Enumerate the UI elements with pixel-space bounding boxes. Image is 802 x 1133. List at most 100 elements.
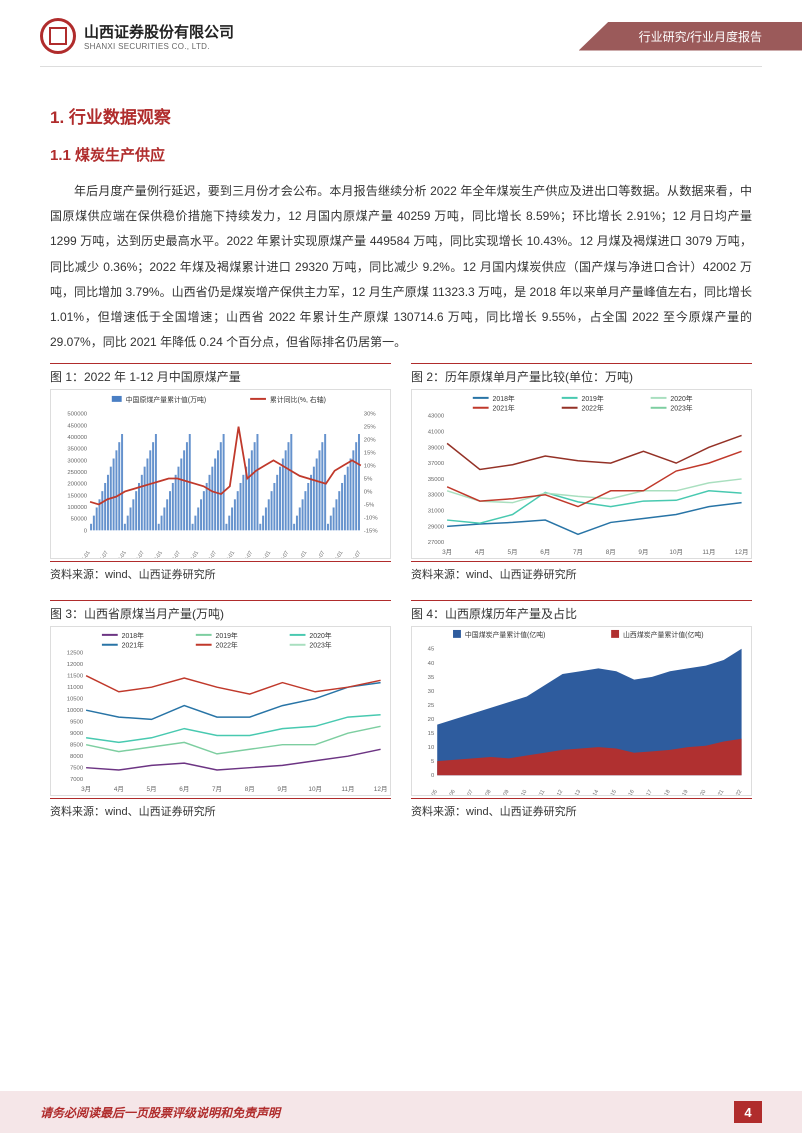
- svg-text:-5%: -5%: [364, 503, 375, 509]
- page-number: 4: [734, 1101, 762, 1123]
- chart-3-title: 图 3：山西省原煤当月产量(万吨): [50, 600, 391, 622]
- svg-text:2008: 2008: [481, 789, 492, 795]
- svg-text:37000: 37000: [428, 461, 445, 467]
- chart-4-source: 资料来源：wind、山西证券研究所: [411, 798, 752, 819]
- svg-text:2005: 2005: [428, 789, 439, 795]
- svg-text:43000: 43000: [428, 414, 445, 420]
- svg-text:2007: 2007: [464, 789, 475, 795]
- svg-text:30: 30: [428, 689, 435, 695]
- svg-text:2020-07: 2020-07: [275, 550, 290, 558]
- svg-text:11月: 11月: [341, 785, 354, 793]
- svg-text:8月: 8月: [245, 785, 255, 793]
- svg-text:10: 10: [428, 745, 435, 751]
- svg-text:8月: 8月: [606, 548, 616, 556]
- svg-text:5: 5: [431, 759, 435, 765]
- svg-text:2023年: 2023年: [670, 404, 692, 413]
- svg-text:2019-07: 2019-07: [239, 550, 254, 558]
- svg-text:0: 0: [84, 529, 88, 535]
- svg-text:2021年: 2021年: [493, 404, 515, 413]
- svg-text:2021-07: 2021-07: [311, 550, 326, 558]
- svg-text:20%: 20%: [364, 438, 377, 444]
- svg-text:3月: 3月: [81, 785, 91, 793]
- svg-text:累计同比(%, 右轴): 累计同比(%, 右轴): [270, 395, 326, 404]
- svg-text:35: 35: [428, 675, 435, 681]
- svg-text:11500: 11500: [67, 674, 84, 680]
- svg-text:中国煤炭产量累计值(亿吨): 中国煤炭产量累计值(亿吨): [465, 630, 546, 639]
- page-header: 山西证券股份有限公司 SHANXI SECURITIES CO., LTD. 行…: [0, 0, 802, 62]
- svg-text:7000: 7000: [70, 777, 84, 783]
- svg-text:2020年: 2020年: [309, 631, 331, 640]
- svg-text:400000: 400000: [67, 435, 87, 441]
- section-heading-1: 1. 行业数据观察: [50, 103, 752, 128]
- svg-text:9月: 9月: [638, 548, 648, 556]
- svg-text:2019年: 2019年: [582, 394, 604, 403]
- svg-text:2020-01: 2020-01: [257, 550, 272, 558]
- svg-text:2020年: 2020年: [670, 394, 692, 403]
- svg-text:10500: 10500: [67, 697, 84, 703]
- svg-text:2020: 2020: [696, 789, 707, 795]
- svg-text:100000: 100000: [67, 505, 87, 511]
- svg-text:250000: 250000: [67, 470, 87, 476]
- svg-text:40: 40: [428, 661, 435, 667]
- svg-text:500000: 500000: [67, 412, 87, 418]
- svg-text:30%: 30%: [364, 412, 377, 418]
- chart-4-title: 图 4：山西原煤历年产量及占比: [411, 600, 752, 622]
- svg-text:9000: 9000: [70, 731, 84, 737]
- svg-text:0: 0: [431, 774, 435, 780]
- chart-1-source: 资料来源：wind、山西证券研究所: [50, 561, 391, 582]
- svg-text:10%: 10%: [364, 464, 377, 470]
- svg-text:8000: 8000: [70, 754, 84, 760]
- svg-text:9月: 9月: [277, 785, 287, 793]
- svg-text:39000: 39000: [428, 446, 445, 452]
- svg-text:12月: 12月: [374, 785, 388, 793]
- report-type-label: 行业研究/行业月度报告: [579, 22, 802, 51]
- svg-text:2019-01: 2019-01: [221, 550, 236, 558]
- svg-text:12月: 12月: [735, 548, 749, 556]
- svg-text:27000: 27000: [428, 540, 445, 546]
- svg-text:2022年: 2022年: [216, 641, 238, 650]
- svg-text:2017-07: 2017-07: [167, 550, 182, 558]
- logo-area: 山西证券股份有限公司 SHANXI SECURITIES CO., LTD.: [40, 18, 234, 54]
- svg-text:2018年: 2018年: [493, 394, 515, 403]
- svg-text:4月: 4月: [475, 548, 485, 556]
- svg-text:2017-01: 2017-01: [149, 550, 164, 558]
- svg-text:31000: 31000: [428, 509, 445, 515]
- section-heading-1-1: 1.1 煤炭生产供应: [50, 144, 752, 165]
- svg-text:11月: 11月: [702, 548, 715, 556]
- svg-text:41000: 41000: [428, 430, 445, 436]
- svg-text:45: 45: [428, 647, 435, 653]
- svg-text:12000: 12000: [67, 662, 84, 668]
- svg-text:15: 15: [428, 731, 435, 737]
- svg-text:中国原煤产量累计值(万吨): 中国原煤产量累计值(万吨): [126, 395, 207, 404]
- svg-text:200000: 200000: [67, 482, 87, 488]
- svg-text:2014: 2014: [589, 789, 600, 795]
- svg-text:10月: 10月: [308, 785, 322, 793]
- svg-text:7500: 7500: [70, 766, 84, 772]
- svg-text:6月: 6月: [179, 785, 189, 793]
- svg-text:2013: 2013: [571, 789, 582, 795]
- svg-text:2016: 2016: [625, 789, 636, 795]
- company-name-en: SHANXI SECURITIES CO., LTD.: [84, 42, 234, 51]
- svg-text:2015: 2015: [607, 789, 618, 795]
- svg-text:2018: 2018: [660, 789, 671, 795]
- svg-text:2018-07: 2018-07: [203, 550, 218, 558]
- svg-text:5%: 5%: [364, 477, 373, 483]
- svg-text:-15%: -15%: [364, 529, 379, 535]
- svg-text:11000: 11000: [67, 685, 84, 691]
- company-logo-icon: [40, 18, 76, 54]
- svg-text:6月: 6月: [540, 548, 550, 556]
- svg-text:2018年: 2018年: [122, 631, 144, 640]
- svg-text:2006: 2006: [446, 789, 457, 795]
- page-footer: 请务必阅读最后一页股票评级说明和免责声明 4: [0, 1091, 802, 1133]
- svg-text:0%: 0%: [364, 490, 373, 496]
- svg-text:2019: 2019: [678, 789, 689, 795]
- svg-text:15%: 15%: [364, 451, 377, 457]
- svg-text:2011: 2011: [535, 789, 546, 795]
- svg-text:9500: 9500: [70, 720, 84, 726]
- svg-text:2019年: 2019年: [216, 631, 238, 640]
- svg-text:450000: 450000: [67, 424, 87, 430]
- svg-text:2021年: 2021年: [122, 641, 144, 650]
- footer-disclaimer: 请务必阅读最后一页股票评级说明和免责声明: [40, 1104, 280, 1121]
- chart-4: 中国煤炭产量累计值(亿吨)山西煤炭产量累计值(亿吨)05101520253035…: [411, 626, 752, 796]
- svg-text:25: 25: [428, 703, 435, 709]
